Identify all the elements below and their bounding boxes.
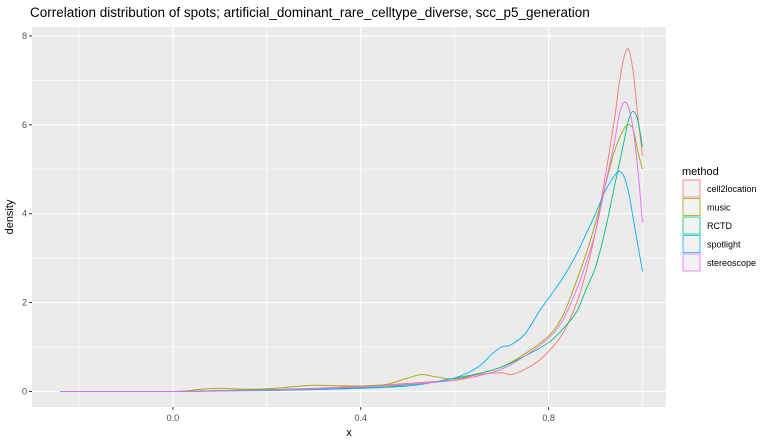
legend-item-rctd: RCTD — [682, 216, 732, 235]
x-axis-label: x — [346, 427, 352, 439]
legend-label-cell2location: cell2location — [707, 184, 757, 194]
legend-item-music: music — [682, 198, 731, 216]
legend-key-stereoscope — [682, 253, 701, 272]
y-axis-label: density — [4, 199, 16, 234]
series-line-cell2location — [60, 48, 643, 392]
legend-label-rctd: RCTD — [707, 221, 732, 231]
legend-label-stereoscope: stereoscope — [707, 258, 756, 268]
legend-label-music: music — [707, 203, 731, 213]
y-axis: 0 2 4 6 8 — [22, 31, 32, 396]
series-line-music — [60, 124, 643, 393]
series-line-stereoscope — [60, 101, 643, 392]
series-layer — [60, 48, 643, 393]
y-tick-label-1: 2 — [22, 298, 27, 308]
legend-label-spotlight: spotlight — [707, 240, 741, 250]
legend-key-music — [682, 198, 701, 216]
grid-minor — [32, 27, 666, 407]
y-tick-label-3: 6 — [22, 120, 27, 130]
legend: method cell2location music RCTD spotlight st… — [682, 166, 757, 272]
legend-item-spotlight: spotlight — [682, 235, 741, 253]
legend-item-stereoscope: stereoscope — [682, 253, 756, 272]
legend-key-rctd — [682, 216, 701, 235]
x-tick-label-0: 0.0 — [167, 413, 180, 423]
x-tick-label-1: 0.4 — [354, 413, 367, 423]
legend-items: cell2location music RCTD spotlight stereosco… — [682, 179, 757, 272]
y-tick-label-0: 0 — [22, 386, 27, 396]
x-axis: 0.0 0.4 0.8 — [167, 407, 555, 423]
legend-key-spotlight — [682, 235, 701, 253]
legend-title: method — [682, 166, 719, 178]
x-tick-label-2: 0.8 — [542, 413, 555, 423]
legend-key-cell2location — [682, 179, 701, 198]
y-tick-label-2: 4 — [22, 209, 27, 219]
y-tick-label-4: 8 — [22, 31, 27, 41]
legend-item-cell2location: cell2location — [682, 179, 757, 198]
chart-title: Correlation distribution of spots; artif… — [30, 5, 590, 20]
plot-panel — [32, 27, 666, 407]
series-line-spotlight — [60, 170, 643, 392]
